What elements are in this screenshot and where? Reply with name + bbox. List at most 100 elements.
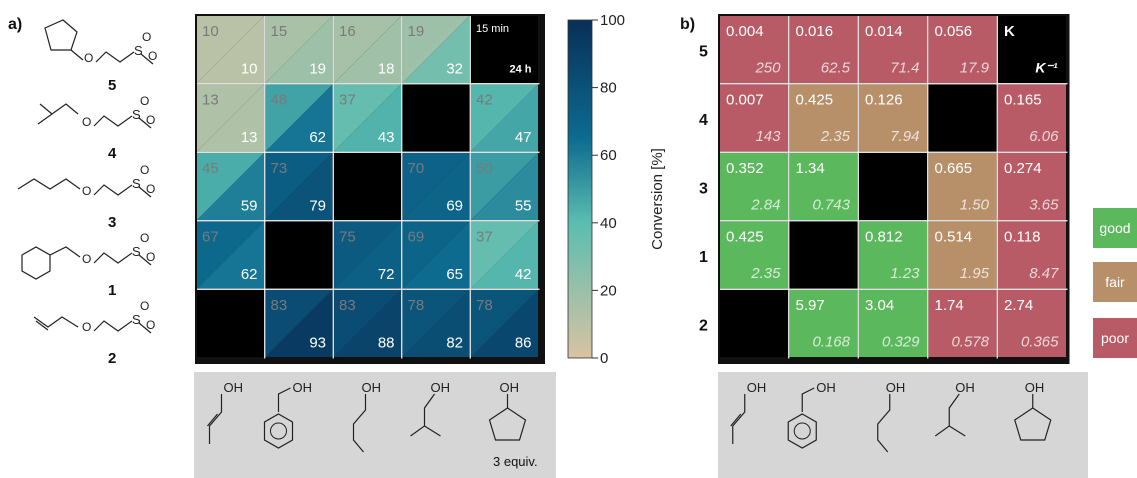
cell-24h	[471, 153, 538, 220]
double-bond	[35, 320, 49, 331]
benzene-ring	[787, 413, 817, 449]
value-15min: 75	[339, 229, 356, 246]
legend-fair-label: fair	[1105, 274, 1125, 290]
table-cell-good	[789, 153, 858, 220]
cell-24h	[265, 16, 333, 83]
benzyl-alcohol	[801, 387, 815, 412]
value-K: 0.274	[1004, 160, 1042, 177]
compound-number: 2	[108, 350, 116, 367]
ether-oxygen: O	[82, 320, 91, 334]
value-15min: 83	[339, 297, 356, 314]
value-24h: 86	[515, 335, 532, 352]
isobutanol	[410, 393, 441, 437]
value-Kinv: 1.23	[890, 265, 920, 282]
value-Kinv: 62.5	[821, 60, 851, 77]
row-label: 4	[699, 112, 708, 129]
sulfur-atom: S	[132, 244, 141, 259]
table-cell-poor	[720, 84, 788, 152]
colorbar-title: Conversion [%]	[649, 148, 666, 250]
value-24h: 88	[378, 335, 395, 352]
value-K: 0.812	[865, 229, 903, 246]
cell-24h	[334, 221, 401, 289]
aromatic-circle	[270, 422, 287, 440]
ether-oxygen: O	[82, 115, 91, 129]
cell-24h	[334, 84, 401, 152]
methyl-bond	[138, 186, 152, 198]
legend-K-label: K	[1004, 23, 1015, 40]
value-15min: 67	[202, 229, 219, 246]
empty-cell	[265, 221, 333, 289]
legend-fair: fair	[1093, 262, 1137, 302]
value-K: 0.014	[865, 23, 903, 40]
value-24h: 18	[378, 61, 395, 78]
value-24h: 43	[378, 129, 395, 146]
oxygen-atom: O	[140, 231, 149, 245]
row-label: 1	[699, 249, 708, 266]
table-cell-poor	[789, 16, 858, 83]
empty-cell	[928, 84, 997, 152]
row-label: 3	[699, 180, 708, 197]
allyl-chain	[33, 316, 79, 328]
value-K: 5.97	[796, 297, 825, 314]
colorbar-tick-label: 20	[600, 282, 617, 299]
table-cell-fair	[928, 221, 997, 289]
alcohol-structures-a: OH OH OH OH OH	[194, 372, 556, 478]
legend-poor: poor	[1093, 318, 1137, 358]
cell-24h	[402, 290, 470, 357]
table-cell-fair	[928, 153, 997, 220]
oxygen-atom: O	[140, 299, 149, 313]
sulfur-atom: S	[132, 107, 141, 122]
value-15min: 10	[202, 23, 219, 40]
value-15min: 37	[339, 92, 356, 109]
value-24h: 62	[309, 129, 326, 146]
value-15min: 78	[476, 297, 493, 314]
hydroxyl-label: OH	[816, 380, 836, 395]
value-Kinv: 2.35	[750, 265, 781, 282]
value-K: 0.425	[796, 92, 834, 109]
isobutyl-chain	[37, 103, 79, 125]
value-K: 1.74	[935, 297, 964, 314]
allyl-alcohol	[207, 394, 223, 444]
cyclopentanol-ring	[488, 407, 527, 441]
methyl-bond	[138, 117, 152, 129]
table-cell-good	[720, 153, 788, 220]
chain-bond	[93, 115, 133, 127]
legend-good: good	[1093, 208, 1137, 248]
legend-15min-label: 15 min	[476, 23, 509, 35]
panel-a-label: a)	[8, 16, 23, 33]
legend-cell	[471, 16, 538, 83]
value-24h: 32	[446, 61, 463, 78]
value-Kinv: 2.84	[750, 197, 780, 214]
hydroxyl-label: OH	[431, 380, 451, 395]
legend-cell	[998, 16, 1066, 83]
empty-cell	[197, 290, 264, 357]
value-K: 0.004	[726, 23, 764, 40]
value-24h: 93	[309, 335, 326, 352]
chain-bond	[93, 320, 133, 332]
colorbar-tick-label: 60	[600, 147, 617, 164]
value-K: 3.04	[865, 297, 894, 314]
value-Kinv: 6.06	[1029, 128, 1059, 145]
value-24h: 13	[241, 129, 258, 146]
cell-24h	[402, 221, 470, 289]
value-K: 0.118	[1004, 229, 1040, 246]
cell-24h	[265, 84, 333, 152]
value-K: 0.514	[935, 229, 973, 246]
value-K: 0.165	[1004, 92, 1042, 109]
value-24h: 42	[515, 266, 532, 283]
table-cell-poor	[998, 290, 1066, 357]
value-Kinv: 71.4	[890, 60, 919, 77]
colorbar-tick-label: 100	[600, 14, 625, 29]
compound-number: 5	[108, 77, 116, 94]
value-Kinv: 3.65	[1029, 197, 1059, 214]
compound-number: 4	[108, 145, 117, 162]
cell-24h	[334, 290, 401, 357]
cyclopentyl-ring	[44, 19, 78, 51]
cell-24h	[265, 153, 333, 220]
cell-24h	[265, 290, 333, 357]
value-15min: 13	[202, 92, 219, 109]
alcohol-panel-bg	[194, 372, 556, 478]
table-cell-good	[789, 290, 858, 357]
cell-24h	[471, 221, 538, 289]
ether-oxygen: O	[84, 51, 93, 65]
